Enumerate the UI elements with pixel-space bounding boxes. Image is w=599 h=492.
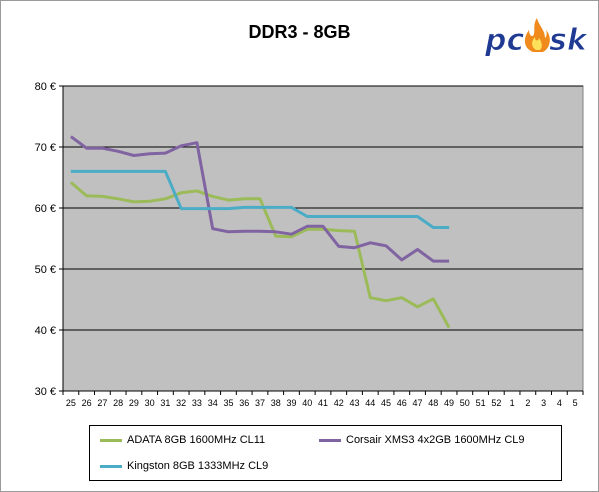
legend-label-adata: ADATA 8GB 1600MHz CL11 [127,434,266,446]
flame-icon [524,18,550,52]
x-tick-label: 47 [413,398,423,408]
x-tick-label: 5 [573,398,578,408]
x-tick-label: 44 [365,398,375,408]
y-tick-label: 50 € [35,264,56,276]
legend-label-kingston: Kingston 8GB 1333MHz CL9 [127,460,269,472]
x-tick-label: 51 [476,398,486,408]
legend-swatch-kingston [100,464,122,468]
x-tick-label: 35 [223,398,233,408]
chart-title: DDR3 - 8GB [248,22,351,42]
logo-graphic: pc sk [484,18,589,59]
x-tick-label: 38 [271,398,281,408]
x-tick-label: 26 [82,398,92,408]
y-tick-label: 30 € [35,386,56,398]
x-tick-label: 43 [350,398,360,408]
x-tick-label: 36 [239,398,249,408]
x-tick-label: 39 [286,398,296,408]
legend-swatch-adata [100,438,122,442]
x-tick-label: 49 [444,398,454,408]
gridlines [63,85,583,331]
legend-item-kingston: Kingston 8GB 1333MHz CL9 [100,460,268,472]
x-tick-label: 25 [66,398,76,408]
x-tick-label: 40 [302,398,312,408]
svg-text:sk: sk [549,23,588,58]
x-tick-label: 4 [557,398,562,408]
series-line-2 [70,169,450,229]
legend-item-corsair: Corsair XMS3 4x2GB 1600MHz CL9 [319,434,525,446]
legend-swatch-corsair [319,438,341,442]
y-axis-ticks: 30 € 40 € 50 € 60 € 70 € 80 € [35,81,63,398]
x-tick-label: 31 [160,398,170,408]
legend-label-corsair: Corsair XMS3 4x2GB 1600MHz CL9 [346,434,525,446]
x-tick-label: 48 [428,398,438,408]
x-tick-label: 42 [334,398,344,408]
axes [62,86,583,392]
x-tick-label: 41 [318,398,328,408]
x-tick-label: 2 [525,398,530,408]
y-tick-label: 70 € [35,142,56,154]
x-tick-label: 27 [97,398,107,408]
y-tick-label: 40 € [35,325,56,337]
x-tick-label: 28 [113,398,123,408]
series-line-0 [69,181,451,329]
x-tick-label: 52 [491,398,501,408]
series-line-1 [70,135,450,263]
x-tick-label: 33 [192,398,202,408]
svg-text:pc: pc [484,23,524,58]
pcosk-logo: pc sk [483,16,589,60]
x-axis-ticks: 25 26 27 28 29 30 31 32 33 34 35 36 37 38 39 40 41 42 43 44… [62,391,584,408]
x-tick-label: 30 [145,398,155,408]
x-tick-label: 37 [255,398,265,408]
x-tick-label: 3 [541,398,546,408]
x-tick-label: 1 [510,398,515,408]
legend-item-adata: ADATA 8GB 1600MHz CL11 [100,434,265,446]
plot-background [62,85,584,392]
x-tick-label: 46 [397,398,407,408]
x-tick-label: 50 [460,398,470,408]
x-tick-label: 34 [208,398,218,408]
y-tick-label: 60 € [35,203,56,215]
x-tick-label: 45 [381,398,391,408]
x-tick-label: 29 [129,398,139,408]
y-tick-label: 80 € [35,81,56,93]
series-lines [69,135,451,329]
legend: ADATA 8GB 1600MHz CL11 Corsair XMS3 4x2G… [89,425,562,481]
x-tick-label: 32 [176,398,186,408]
